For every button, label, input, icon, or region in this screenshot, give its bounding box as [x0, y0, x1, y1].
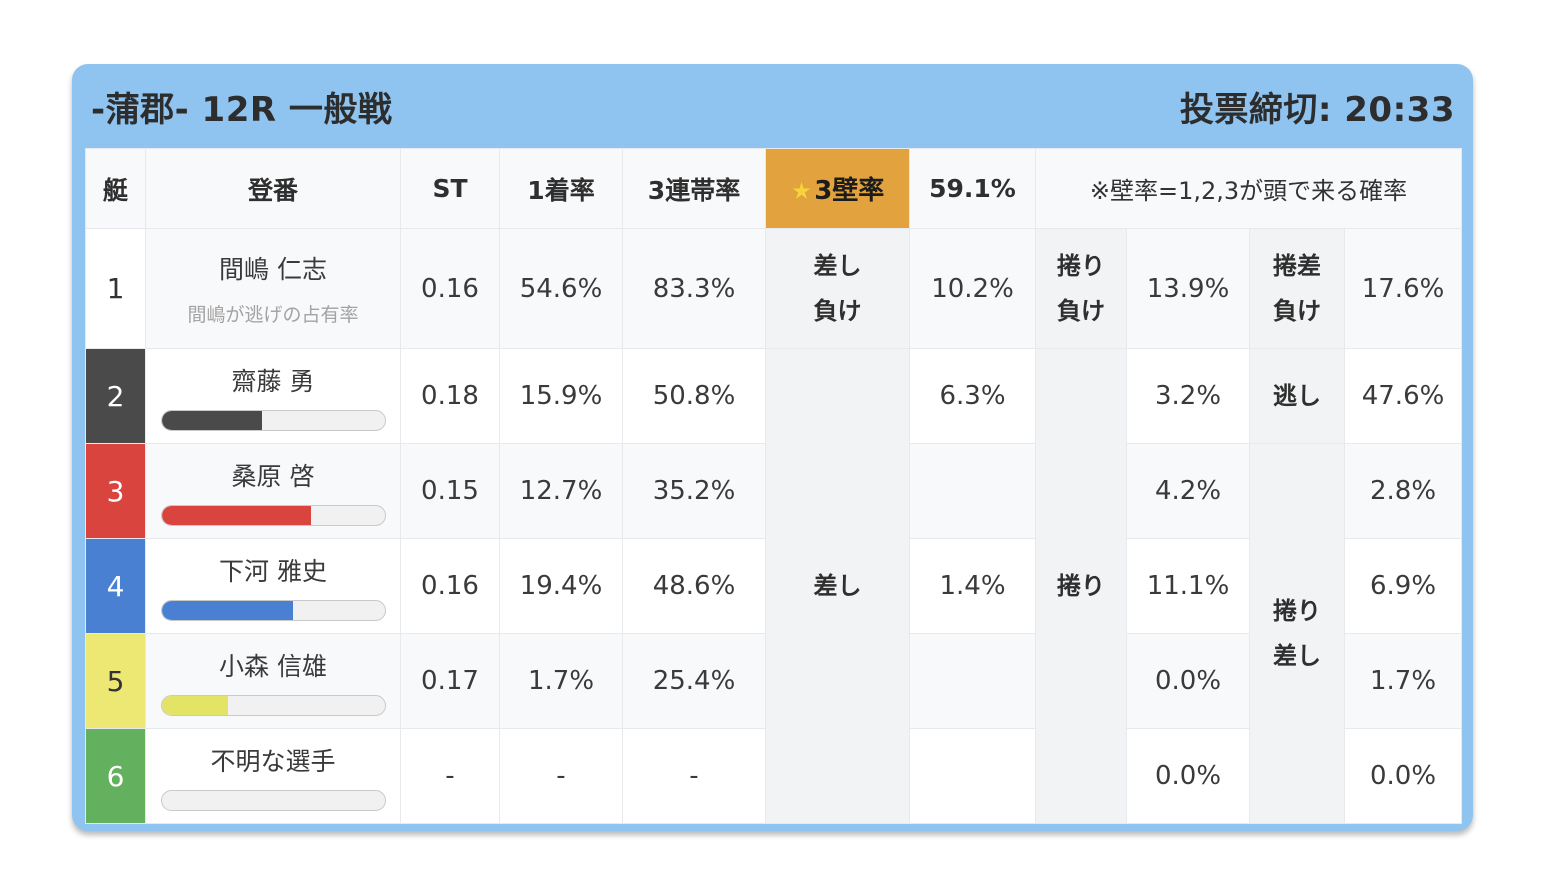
boat-number: 2	[85, 348, 146, 444]
racer-stat-bar-fill	[161, 410, 262, 430]
st-value: -	[400, 728, 500, 824]
st-value: 0.16	[400, 228, 500, 349]
table-row: 5 小森 信雄 0.17 1.7% 25.4% 0.0% 1.7%	[85, 633, 1463, 729]
racer-stat-bar	[160, 694, 386, 716]
racer-name: 桑原 啓	[231, 461, 315, 491]
header-st: ST	[400, 148, 500, 229]
racer-cell: 小森 信雄	[145, 633, 401, 729]
header-top3: 3連帯率	[622, 148, 766, 229]
racer-cell: 間嶋 仁志 間嶋が逃げの占有率	[145, 228, 401, 349]
makurizashi-value: 17.6%	[1343, 228, 1463, 349]
vote-deadline: 投票締切: 20:33	[1179, 89, 1455, 130]
racer-stat-bar	[160, 599, 386, 621]
header-entry: 登番	[145, 148, 401, 229]
sashi-value	[909, 633, 1036, 729]
race-table: 艇 登番 ST 1着率 3連帯率 ★3壁率 59.1% ※壁率=1,2,3が頭で…	[85, 148, 1463, 824]
makuri-value: 13.9%	[1126, 228, 1250, 349]
kimarite-label-sashi-make: 差し 負け	[765, 228, 910, 349]
racer-cell: 齋藤 勇	[145, 348, 401, 444]
win1-value: 54.6%	[499, 228, 623, 349]
racer-stat-bar-fill	[161, 600, 294, 620]
boat-number: 5	[85, 633, 146, 729]
st-value: 0.17	[400, 633, 500, 729]
makuri-value: 0.0%	[1126, 728, 1250, 824]
kimarite-label-nigashi: 逃し	[1249, 348, 1345, 444]
racer-stat-bar	[160, 504, 386, 526]
makurizashi-value: 0.0%	[1343, 728, 1463, 824]
kimarite-label-makuri-make: 捲り 負け	[1035, 228, 1127, 349]
st-value: 0.15	[400, 443, 500, 539]
table-row: 6 不明な選手 - - - 0.0% 0.0%	[85, 728, 1463, 824]
makuri-value: 3.2%	[1126, 348, 1250, 444]
racer-stat-bar-fill	[161, 505, 311, 525]
wall-rate-label: 3壁率	[814, 176, 885, 206]
table-row: 3 桑原 啓 0.15 12.7% 35.2% 4.2% 捲り 差し 2.8%	[85, 443, 1463, 824]
racer-name: 小森 信雄	[219, 651, 327, 681]
racer-cell: 不明な選手	[145, 728, 401, 824]
wall-rate-value: 59.1%	[909, 148, 1036, 229]
sashi-value: 1.4%	[909, 538, 1036, 634]
boat-number: 6	[85, 728, 146, 824]
racer-stat-bar	[160, 789, 386, 811]
makuri-value: 0.0%	[1126, 633, 1250, 729]
makurizashi-value: 1.7%	[1343, 633, 1463, 729]
race-title: -蒲郡- 12R 一般戦	[91, 89, 393, 130]
sashi-value: 6.3%	[909, 348, 1036, 444]
racer-name: 齋藤 勇	[231, 366, 315, 396]
wall-rate-note: ※壁率=1,2,3が頭で来る確率	[1034, 148, 1463, 229]
makurizashi-value: 2.8%	[1343, 443, 1463, 539]
win1-value: 15.9%	[499, 348, 623, 444]
racer-name: 下河 雅史	[219, 556, 327, 586]
sashi-value: 10.2%	[909, 228, 1036, 349]
racer-stat-bar	[160, 409, 386, 431]
table-row: 2 齋藤 勇 0.18 15.9% 50.8% 差し 6.3% 捲り 3.2% …	[85, 348, 1463, 824]
race-card: -蒲郡- 12R 一般戦 投票締切: 20:33 艇 登番 ST 1着率 3連帯…	[72, 64, 1473, 831]
boat-number: 1	[85, 228, 146, 349]
table-row: 1 間嶋 仁志 間嶋が逃げの占有率 0.16 54.6% 83.3% 差し 負け…	[85, 228, 1463, 349]
racer-stat-bar-fill	[161, 695, 229, 715]
wall-rate-header-button[interactable]: ★3壁率	[765, 148, 910, 229]
kimarite-label-makurizashi-make: 捲差 負け	[1249, 228, 1345, 349]
header-win1: 1着率	[499, 148, 623, 229]
win1-value: -	[499, 728, 623, 824]
racer-subnote: 間嶋が逃げの占有率	[187, 304, 359, 326]
makuri-value: 11.1%	[1126, 538, 1250, 634]
boat-number: 4	[85, 538, 146, 634]
top3-value: -	[622, 728, 766, 824]
st-value: 0.18	[400, 348, 500, 444]
table-row: 4 下河 雅史 0.16 19.4% 48.6% 1.4% 11.1% 6.9%	[85, 538, 1463, 634]
kimarite-label-sashi: 差し	[765, 348, 910, 824]
kimarite-label-makurizashi: 捲り 差し	[1249, 443, 1345, 824]
win1-value: 1.7%	[499, 633, 623, 729]
nigashi-value: 47.6%	[1343, 348, 1463, 444]
racer-cell: 下河 雅史	[145, 538, 401, 634]
top3-value: 50.8%	[622, 348, 766, 444]
makuri-value: 4.2%	[1126, 443, 1250, 539]
boat-number: 3	[85, 443, 146, 539]
header-boat: 艇	[85, 148, 146, 229]
racer-cell: 桑原 啓	[145, 443, 401, 539]
top3-value: 35.2%	[622, 443, 766, 539]
makurizashi-value: 6.9%	[1343, 538, 1463, 634]
sashi-value	[909, 443, 1036, 539]
racer-name: 間嶋 仁志	[219, 255, 327, 284]
top3-value: 48.6%	[622, 538, 766, 634]
racer-name: 不明な選手	[210, 746, 336, 776]
header-row: 艇 登番 ST 1着率 3連帯率 ★3壁率 59.1% ※壁率=1,2,3が頭で…	[85, 148, 1463, 229]
win1-value: 12.7%	[499, 443, 623, 539]
st-value: 0.16	[400, 538, 500, 634]
sashi-value	[909, 728, 1036, 824]
top3-value: 83.3%	[622, 228, 766, 349]
kimarite-label-makuri: 捲り	[1035, 348, 1127, 824]
race-card-header: -蒲郡- 12R 一般戦 投票締切: 20:33	[85, 64, 1461, 148]
top3-value: 25.4%	[622, 633, 766, 729]
star-icon: ★	[790, 177, 813, 205]
win1-value: 19.4%	[499, 538, 623, 634]
